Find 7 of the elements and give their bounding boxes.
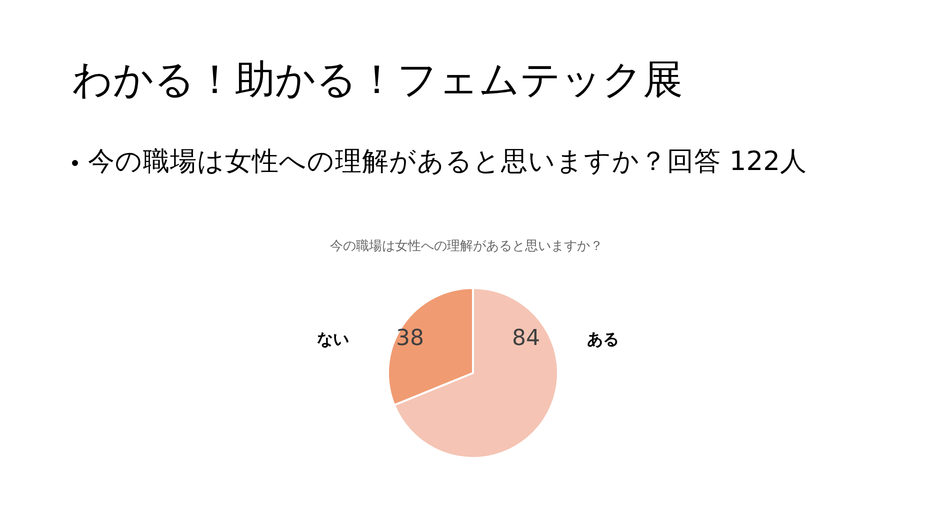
slice-label: ない [317,329,349,348]
slice-label: ある [587,329,619,348]
data-label: 38 [396,326,424,352]
chart-title: わかる！助かる！フェムテック展 [72,56,683,105]
chart-subtitle: 今の職場は女性への理解があると思いますか？回答 122人 [87,145,808,179]
data-label: 84 [512,326,540,352]
text: 今の職場は女性への理解があると思いますか？ [330,239,603,254]
